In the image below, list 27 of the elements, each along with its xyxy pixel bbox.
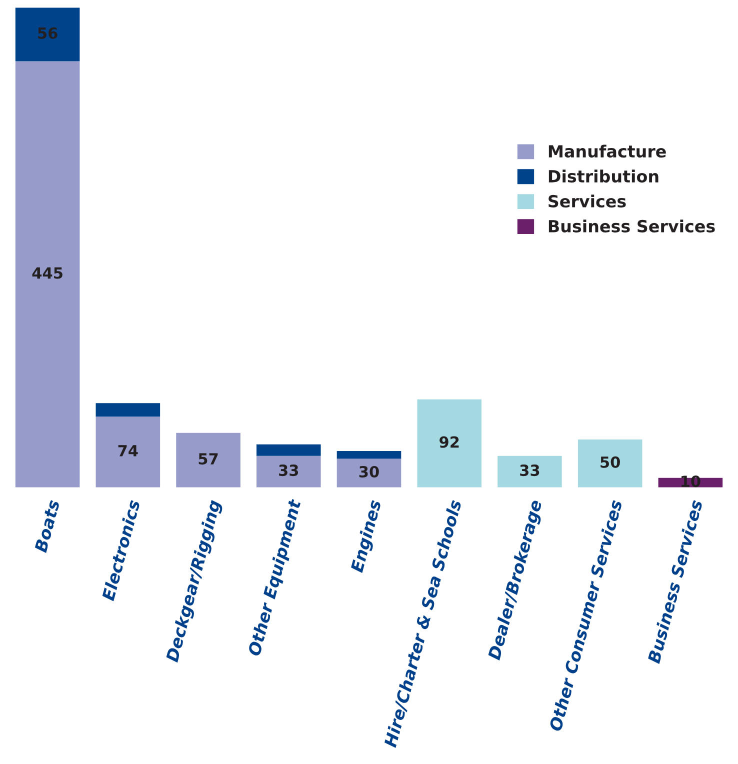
legend-label: Services <box>548 194 626 208</box>
data-label: 30 <box>359 466 379 478</box>
bar <box>336 458 402 488</box>
bar <box>498 456 562 488</box>
bar <box>15 8 80 62</box>
data-label: 445 <box>32 267 62 279</box>
data-label: 57 <box>198 453 218 465</box>
legend-label: Distribution <box>548 170 658 183</box>
legend-label: Manufacture <box>548 144 666 158</box>
data-label: 50 <box>600 456 620 468</box>
x-tick-label: Boats <box>34 499 60 554</box>
data-label: 56 <box>38 27 58 39</box>
data-label: 74 <box>118 445 138 456</box>
data-label: 10 <box>682 476 700 488</box>
bar <box>417 399 482 488</box>
bar <box>336 451 402 459</box>
bar <box>256 456 321 488</box>
legend-label: Business Services <box>548 220 715 232</box>
data-label: 92 <box>440 436 459 448</box>
bar <box>256 444 321 456</box>
bar <box>96 403 160 417</box>
bar <box>176 432 240 488</box>
data-label: 33 <box>520 464 540 476</box>
data-label: 33 <box>279 464 298 476</box>
bar <box>578 440 642 488</box>
bar <box>96 416 160 488</box>
bar <box>15 61 80 488</box>
